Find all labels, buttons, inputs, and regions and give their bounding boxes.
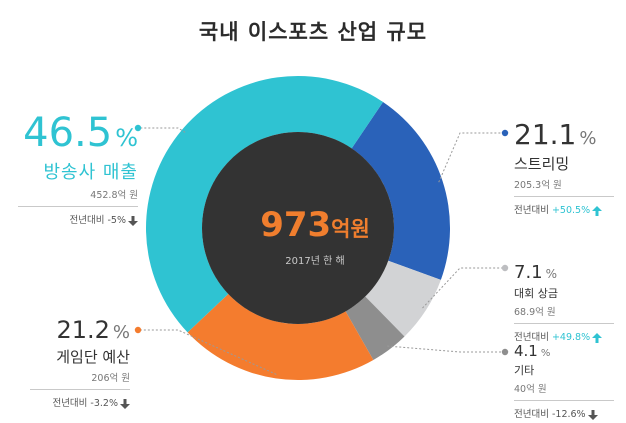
percent-sign: % — [540, 348, 551, 359]
slice-0 — [351, 101, 450, 280]
divider — [514, 400, 614, 401]
game-percent: 21.2% — [30, 316, 130, 344]
label-etc: 4.1% 기타 40억 원 전년대비 -12.6% — [514, 342, 614, 420]
label-streaming: 21.1% 스트리밍 205.3억 원 전년대비 +50.5% — [514, 118, 614, 216]
yoy-value: +49.8% — [551, 332, 591, 343]
yoy-label: 전년대비 — [514, 409, 549, 420]
connector-line — [422, 267, 505, 309]
broadcast-amount: 452.8억 원 — [90, 190, 138, 201]
arrow-up-icon — [592, 332, 603, 343]
game-percent-value: 21.2 — [56, 316, 110, 344]
connector-line — [138, 127, 186, 133]
connector-dot — [134, 124, 142, 132]
percent-sign: % — [579, 128, 597, 149]
etc-name: 기타 — [514, 364, 535, 377]
arrow-down-icon — [120, 398, 130, 409]
etc-yoy: 전년대비 -12.6% — [514, 406, 614, 420]
slice-2 — [345, 296, 405, 361]
center-caption: 2017년 한 해 — [285, 256, 345, 267]
slice-3 — [187, 293, 374, 380]
yoy-value: +50.5% — [551, 205, 591, 216]
arrow-down-icon — [128, 215, 138, 226]
center-total-value: 973 — [260, 205, 332, 245]
game-amount: 206억 원 — [91, 373, 130, 384]
connector-dot — [501, 348, 509, 356]
yoy-value: -3.2% — [90, 398, 118, 409]
percent-sign: % — [545, 267, 558, 281]
prize-percent-value: 7.1 — [514, 262, 543, 283]
connector-dot — [134, 326, 142, 334]
prize-yoy: 전년대비 +49.8% — [514, 329, 614, 343]
label-prize: 7.1% 대회 상금 68.9억 원 전년대비 +49.8% — [514, 262, 614, 343]
etc-percent-value: 4.1 — [514, 342, 538, 360]
connector-dot — [501, 129, 509, 137]
stream-percent-value: 21.1 — [514, 118, 577, 151]
prize-name: 대회 상금 — [514, 287, 558, 300]
center-total-unit: 억원 — [331, 217, 370, 241]
yoy-label: 전년대비 — [52, 398, 88, 409]
arrow-down-icon — [587, 409, 598, 420]
yoy-label: 전년대비 — [514, 205, 549, 216]
stream-yoy: 전년대비 +50.5% — [514, 202, 614, 216]
percent-sign: % — [115, 124, 138, 152]
center-circle — [202, 132, 394, 324]
prize-amount: 68.9억 원 — [514, 307, 556, 318]
divider — [18, 206, 138, 207]
stream-amount: 205.3억 원 — [514, 180, 562, 191]
connector-line — [438, 132, 505, 183]
divider — [514, 323, 614, 324]
stream-percent: 21.1% — [514, 118, 614, 151]
center-total: 973억원 — [210, 205, 420, 245]
chart-title: 국내 이스포츠 산업 규모 — [198, 20, 428, 44]
stream-name: 스트리밍 — [514, 155, 570, 173]
connector-line — [387, 345, 505, 353]
yoy-value: -12.6% — [551, 409, 586, 420]
arrow-up-icon — [592, 205, 603, 216]
yoy-label: 전년대비 — [514, 332, 549, 343]
etc-percent: 4.1% — [514, 342, 614, 360]
label-broadcast: 46.5% 방송사 매출 452.8억 원 전년대비 -5% — [18, 110, 138, 226]
divider — [30, 389, 130, 390]
prize-percent: 7.1% — [514, 262, 614, 283]
slice-1 — [365, 260, 441, 337]
yoy-value: -5% — [107, 215, 127, 226]
yoy-label: 전년대비 — [69, 215, 105, 226]
percent-sign: % — [112, 322, 130, 343]
game-yoy: 전년대비 -3.2% — [30, 395, 130, 409]
broadcast-percent-value: 46.5 — [23, 110, 113, 156]
etc-amount: 40억 원 — [514, 384, 547, 395]
game-name: 게임단 예산 — [56, 348, 130, 366]
slice-4 — [146, 76, 383, 333]
broadcast-name: 방송사 매출 — [43, 162, 138, 183]
label-game-team: 21.2% 게임단 예산 206억 원 전년대비 -3.2% — [30, 316, 130, 409]
broadcast-percent: 46.5% — [18, 110, 138, 156]
divider — [514, 196, 614, 197]
connector-dot — [501, 264, 509, 272]
broadcast-yoy: 전년대비 -5% — [18, 212, 138, 226]
